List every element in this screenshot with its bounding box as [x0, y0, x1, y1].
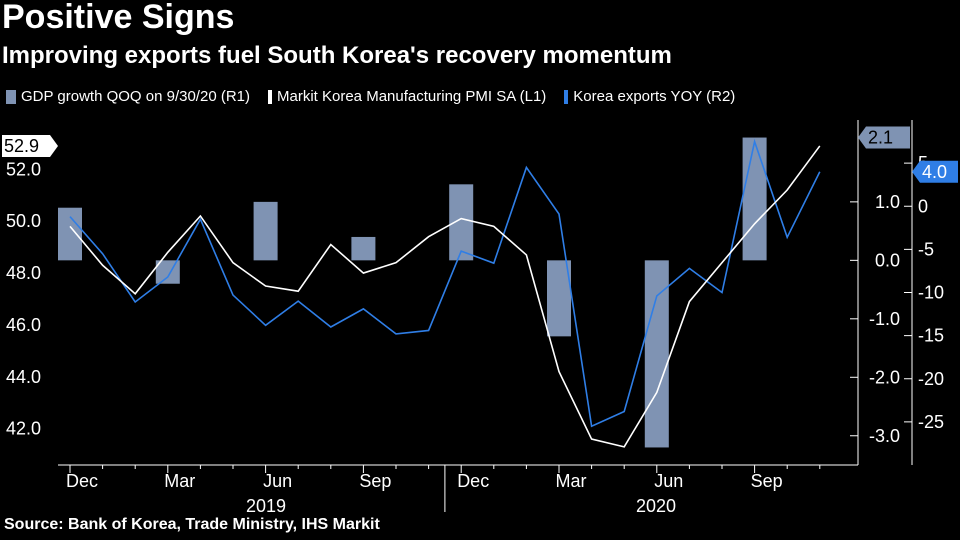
- right1-tick-label-3: 0.0: [875, 250, 900, 270]
- x-tick-label-7: Sep: [751, 471, 783, 491]
- right2-tick-label-4: -5: [918, 239, 934, 259]
- year-label-2020: 2020: [636, 496, 676, 516]
- gdp-bar-3: [351, 236, 376, 261]
- legend-item-gdp: GDP growth QOQ on 9/30/20 (R1): [6, 88, 250, 105]
- gdp-bar-4: [449, 184, 474, 261]
- gdp-bar-0: [58, 207, 82, 261]
- gdp-bar-2: [253, 201, 278, 261]
- legend-swatch-pmi: [268, 89, 272, 104]
- year-label-2019: 2019: [246, 496, 286, 516]
- left-tick-label-5: 52.0: [6, 159, 41, 179]
- chart-subtitle: Improving exports fuel South Korea's rec…: [2, 42, 672, 69]
- right2-tick-label-2: -15: [918, 326, 944, 346]
- exports-last-tag-label: 4.0: [922, 162, 947, 182]
- legend-label-pmi: Markit Korea Manufacturing PMI SA (L1): [277, 88, 547, 105]
- legend-swatch-gdp: [6, 89, 16, 104]
- x-tick-label-2: Jun: [263, 471, 292, 491]
- right2-tick-label-3: -10: [918, 283, 944, 303]
- right1-tick-label-1: -2.0: [869, 367, 900, 387]
- chart-title: Positive Signs: [2, 0, 235, 36]
- left-tick-label-1: 44.0: [6, 367, 41, 387]
- legend-swatch-exports: [564, 89, 569, 104]
- gdp-last-tag-label: 2.1: [868, 128, 893, 148]
- left-tick-label-2: 46.0: [6, 315, 41, 335]
- x-tick-label-6: Jun: [654, 471, 683, 491]
- x-tick-label-1: Mar: [164, 471, 195, 491]
- left-tick-label-3: 48.0: [6, 263, 41, 283]
- right1-tick-label-0: -3.0: [869, 426, 900, 446]
- exports-last-tag: [912, 160, 958, 183]
- right2-tick-label-1: -20: [918, 369, 944, 389]
- right1-tick-label-4: 1.0: [875, 192, 900, 212]
- right2-tick-label-0: -25: [918, 412, 944, 432]
- pmi-last-tag: [2, 134, 58, 157]
- gdp-bar-6: [644, 260, 669, 448]
- gdp-bar-7: [742, 137, 767, 261]
- x-tick-label-4: Dec: [457, 471, 489, 491]
- legend-item-pmi: Markit Korea Manufacturing PMI SA (L1): [268, 88, 546, 105]
- x-tick-label-5: Mar: [556, 471, 587, 491]
- right2-tick-label-5: 0: [918, 196, 928, 216]
- legend: GDP growth QOQ on 9/30/20 (R1) Markit Ko…: [6, 88, 735, 105]
- x-tick-label-3: Sep: [359, 471, 391, 491]
- exports-line: [69, 138, 821, 428]
- gdp-bar-5: [547, 260, 571, 337]
- legend-label-gdp: GDP growth QOQ on 9/30/20 (R1): [21, 88, 250, 105]
- right1-tick-label-2: -1.0: [869, 309, 900, 329]
- left-tick-label-4: 50.0: [6, 211, 41, 231]
- pmi-last-tag-label: 52.9: [4, 136, 39, 156]
- gdp-last-tag: [858, 126, 910, 149]
- pmi-line: [69, 145, 821, 448]
- legend-label-exports: Korea exports YOY (R2): [573, 88, 736, 105]
- x-tick-label-0: Dec: [66, 471, 98, 491]
- source-note: Source: Bank of Korea, Trade Ministry, I…: [4, 516, 380, 533]
- left-tick-label-0: 42.0: [6, 419, 41, 439]
- legend-item-exports: Korea exports YOY (R2): [564, 88, 735, 105]
